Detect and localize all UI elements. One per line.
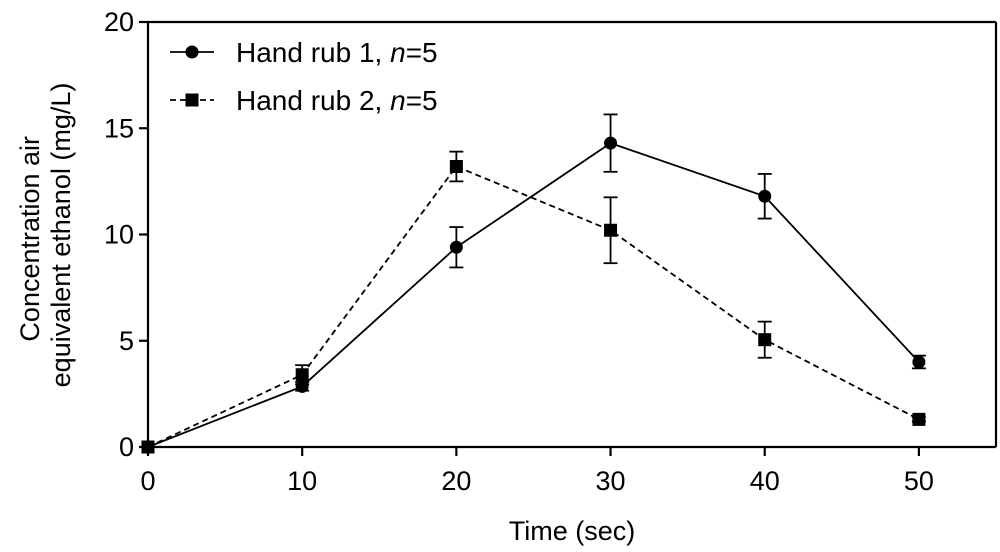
series-line [147,142,920,448]
x-tick-label: 50 [904,466,934,496]
data-point [141,440,155,454]
legend-label-suffix: =5 [406,37,438,68]
x-tick-label: 0 [140,466,155,496]
legend-item-1: Hand rub 1, n=5 [170,37,438,68]
legend-label-suffix: =5 [406,85,438,116]
series-1 [141,113,926,454]
y-tick-label: 5 [119,326,134,356]
y-axis-title-line-2: equivalent ethanol (mg/L) [46,83,76,388]
legend-marker [185,93,199,107]
x-axis: 0 10 20 30 40 50 [140,447,934,496]
x-tick-label: 30 [596,466,626,496]
legend-label-main: Hand rub 1, [236,37,390,68]
data-point [758,189,772,203]
data-point [449,240,463,254]
data-point [295,368,309,382]
y-tick-label: 20 [104,7,134,37]
legend-label-italic: n [390,37,406,68]
x-tick-label: 40 [750,466,780,496]
y-axis-title: Concentration air equivalent ethanol (mg… [15,83,76,388]
data-point [758,333,772,347]
legend-label: Hand rub 1, n=5 [236,37,438,68]
y-tick-label: 15 [104,113,134,143]
data-point [912,355,926,369]
x-axis-title: Time (sec) [509,516,636,546]
y-tick-label: 10 [104,220,134,250]
y-axis: 0 5 10 15 20 [104,7,148,462]
data-point [295,379,309,393]
series-line [147,165,920,448]
legend-label: Hand rub 2, n=5 [236,85,438,116]
legend-item-2: Hand rub 2, n=5 [170,85,438,116]
data-point [604,223,618,237]
series-2 [141,150,926,454]
x-tick-label: 10 [287,466,317,496]
legend-label-main: Hand rub 2, [236,85,390,116]
legend-marker [185,45,199,59]
x-tick-label: 20 [441,466,471,496]
data-point [449,160,463,173]
legend-label-italic: n [390,85,406,116]
series-layer [141,113,926,454]
y-tick-label: 0 [119,432,134,462]
data-point [912,412,926,426]
y-axis-title-line-1: Concentration air [15,136,45,342]
data-point [604,136,618,150]
